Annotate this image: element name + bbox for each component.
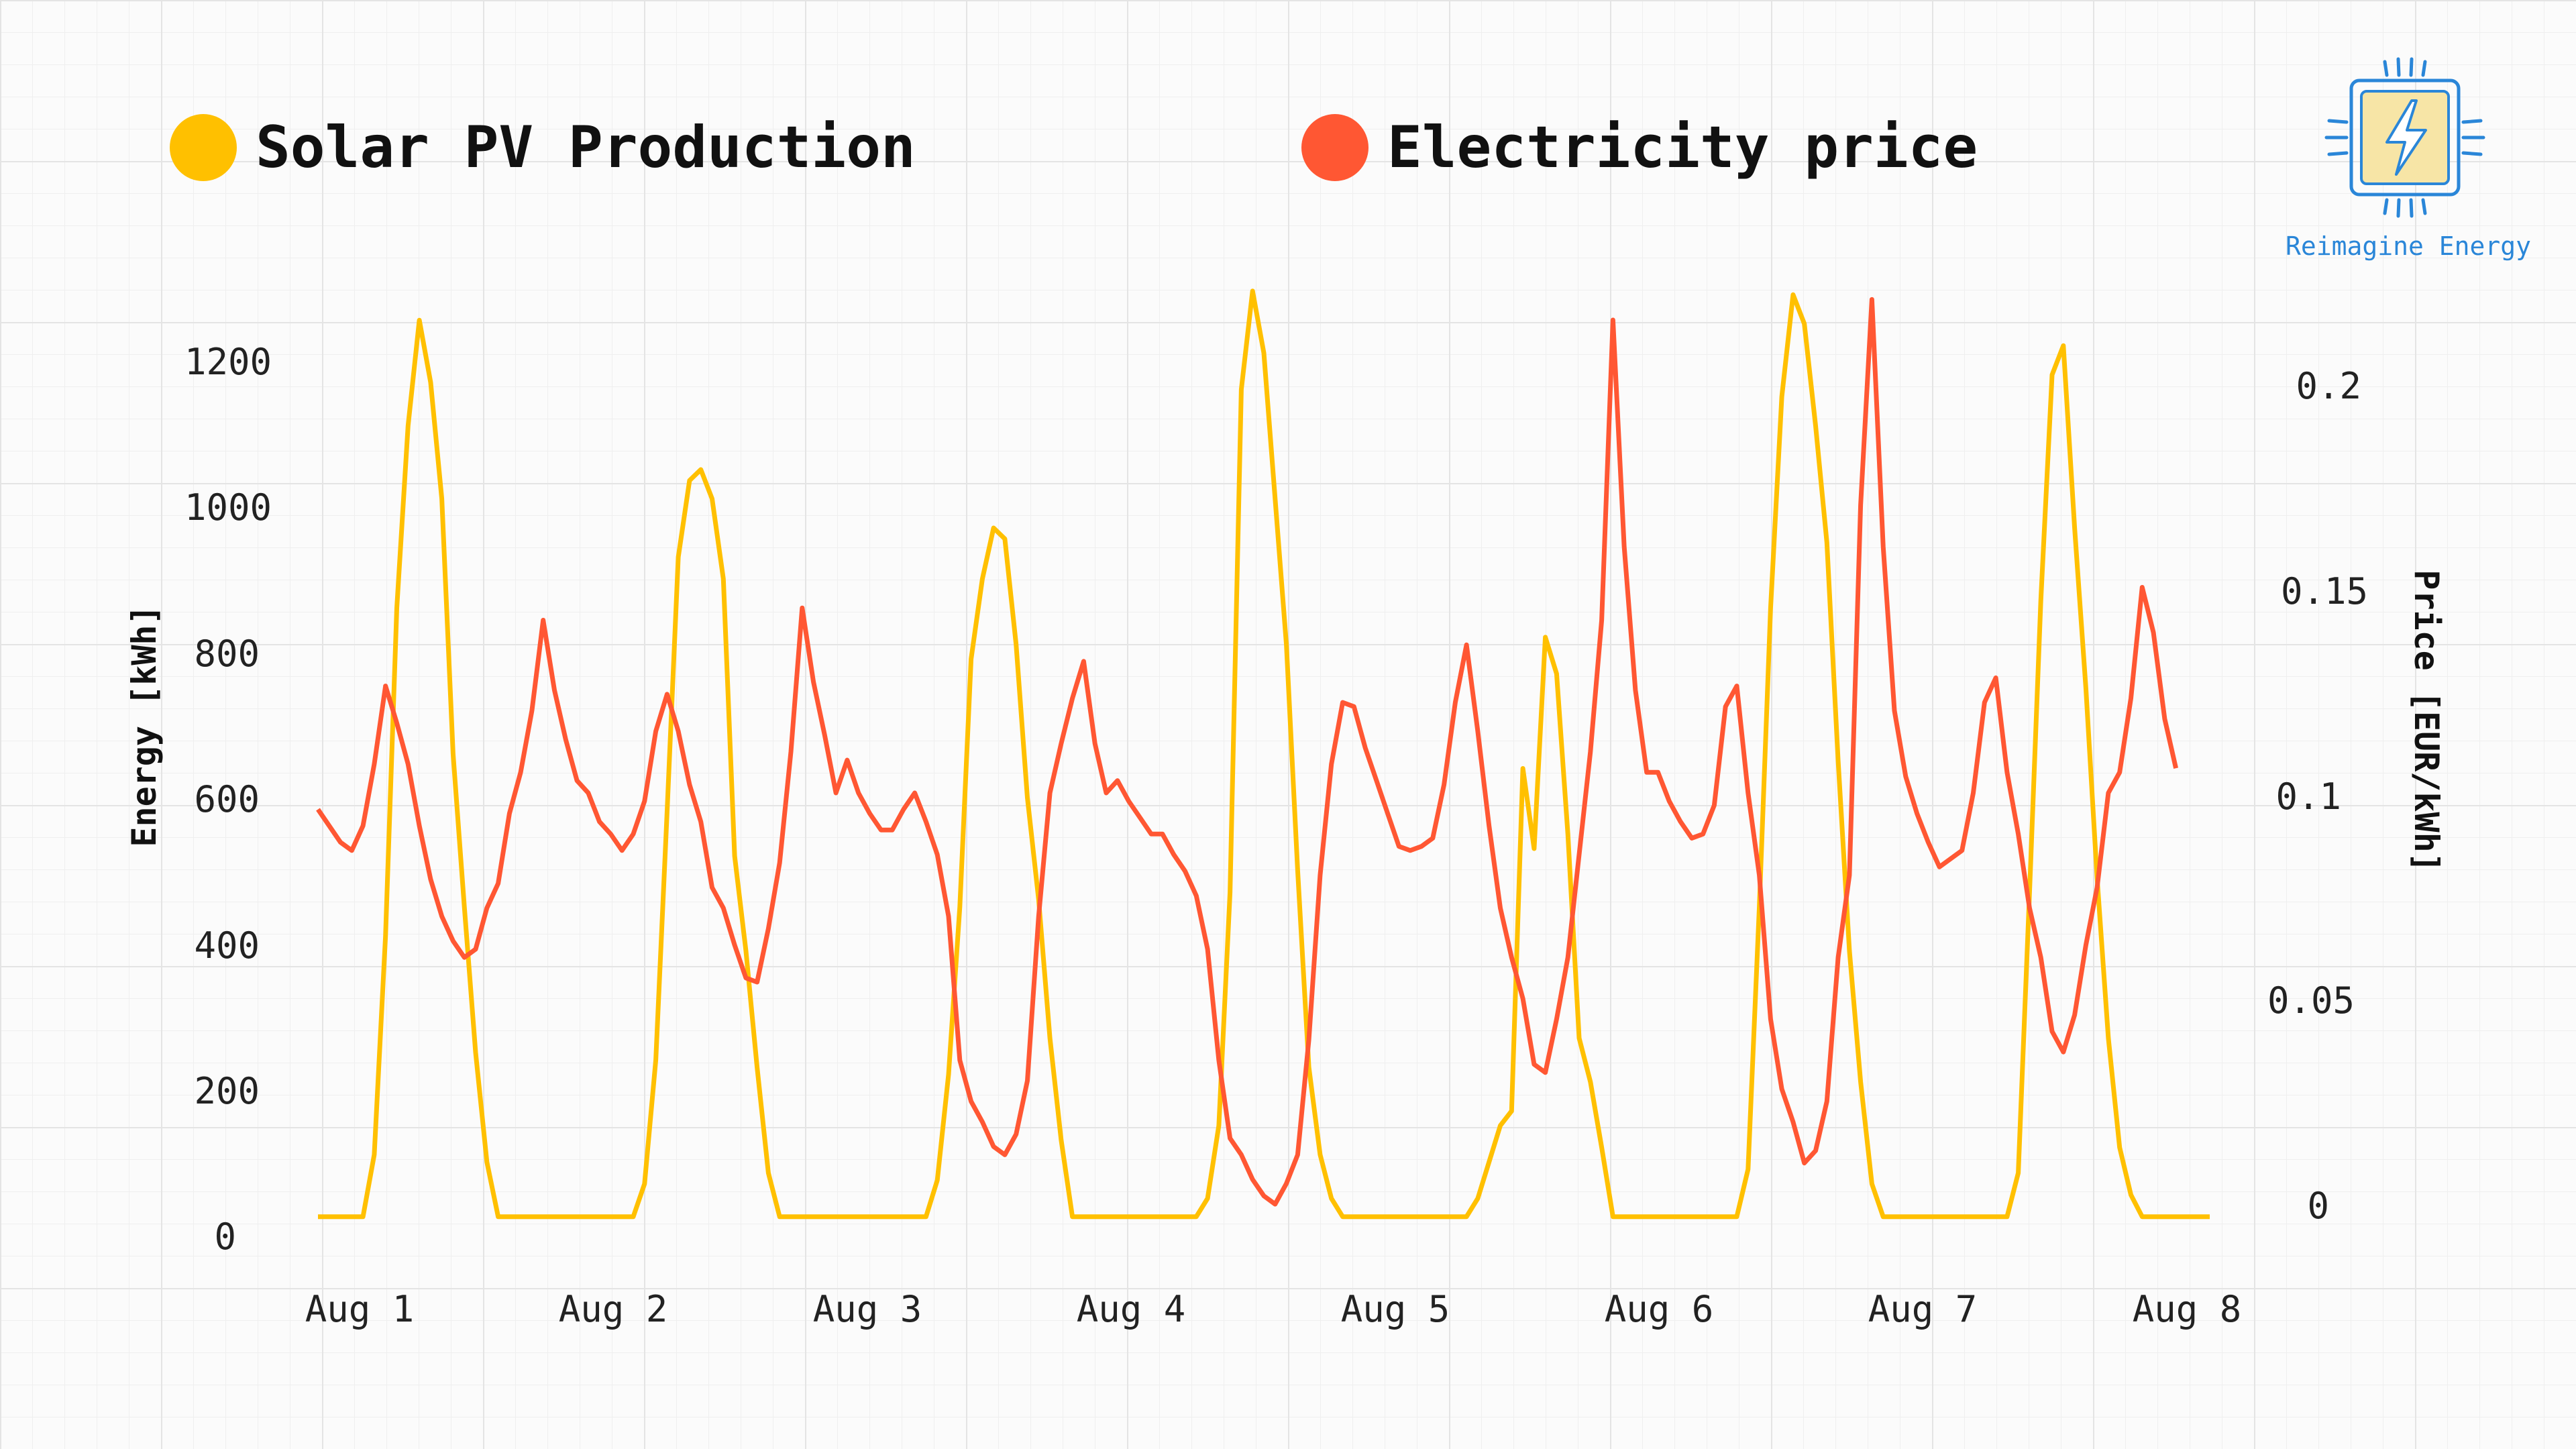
legend-price-label: Electricity price <box>1387 114 1978 181</box>
x-tick-aug-1: Aug 1 <box>305 1288 415 1330</box>
left-tick-800: 800 <box>194 633 260 675</box>
x-tick-aug-4: Aug 4 <box>1077 1288 1186 1330</box>
x-tick-aug-8: Aug 8 <box>2133 1288 2242 1330</box>
left-tick-0: 0 <box>214 1216 236 1258</box>
right-tick-0.1: 0.1 <box>2275 775 2341 818</box>
left-tick-400: 400 <box>194 924 260 967</box>
right-axis-label: Price [EUR/kWh] <box>2407 570 2446 873</box>
right-axis-ticks: 0 0.05 0.1 0.15 0.2 <box>2267 365 2368 1227</box>
left-tick-1200: 1200 <box>184 341 272 383</box>
left-axis-label: Energy [kWh] <box>125 604 164 847</box>
x-tick-aug-7: Aug 7 <box>1868 1288 1978 1330</box>
solar-production-line <box>318 288 2210 1220</box>
legend-price-dot <box>1301 114 1368 181</box>
series-layer <box>316 288 2210 1220</box>
left-tick-200: 200 <box>194 1070 260 1112</box>
left-tick-600: 600 <box>194 778 260 820</box>
brand-logo: Reimagine Energy <box>2267 47 2549 268</box>
electricity-price-line <box>316 297 2179 1207</box>
x-axis-ticks: Aug 1 Aug 2 Aug 3 Aug 4 Aug 5 Aug 6 Aug … <box>305 1288 2242 1330</box>
legend-solar-label: Solar PV Production <box>256 114 916 181</box>
right-tick-0: 0 <box>2307 1185 2329 1227</box>
bolt-chip-icon <box>2324 57 2485 218</box>
right-tick-0.15: 0.15 <box>2281 570 2368 612</box>
left-tick-1000: 1000 <box>184 486 272 529</box>
x-tick-aug-6: Aug 6 <box>1605 1288 1714 1330</box>
x-tick-aug-5: Aug 5 <box>1341 1288 1450 1330</box>
legend-solar: Solar PV Production <box>170 111 916 184</box>
x-tick-aug-2: Aug 2 <box>559 1288 668 1330</box>
right-tick-0.2: 0.2 <box>2296 365 2361 407</box>
brand-name: Reimagine Energy <box>2285 231 2532 261</box>
legend-price: Electricity price <box>1301 111 1978 184</box>
x-tick-aug-3: Aug 3 <box>813 1288 922 1330</box>
left-axis-ticks: 0 200 400 600 800 1000 1200 <box>184 341 272 1258</box>
right-tick-0.05: 0.05 <box>2267 979 2355 1022</box>
legend-solar-dot <box>170 114 237 181</box>
